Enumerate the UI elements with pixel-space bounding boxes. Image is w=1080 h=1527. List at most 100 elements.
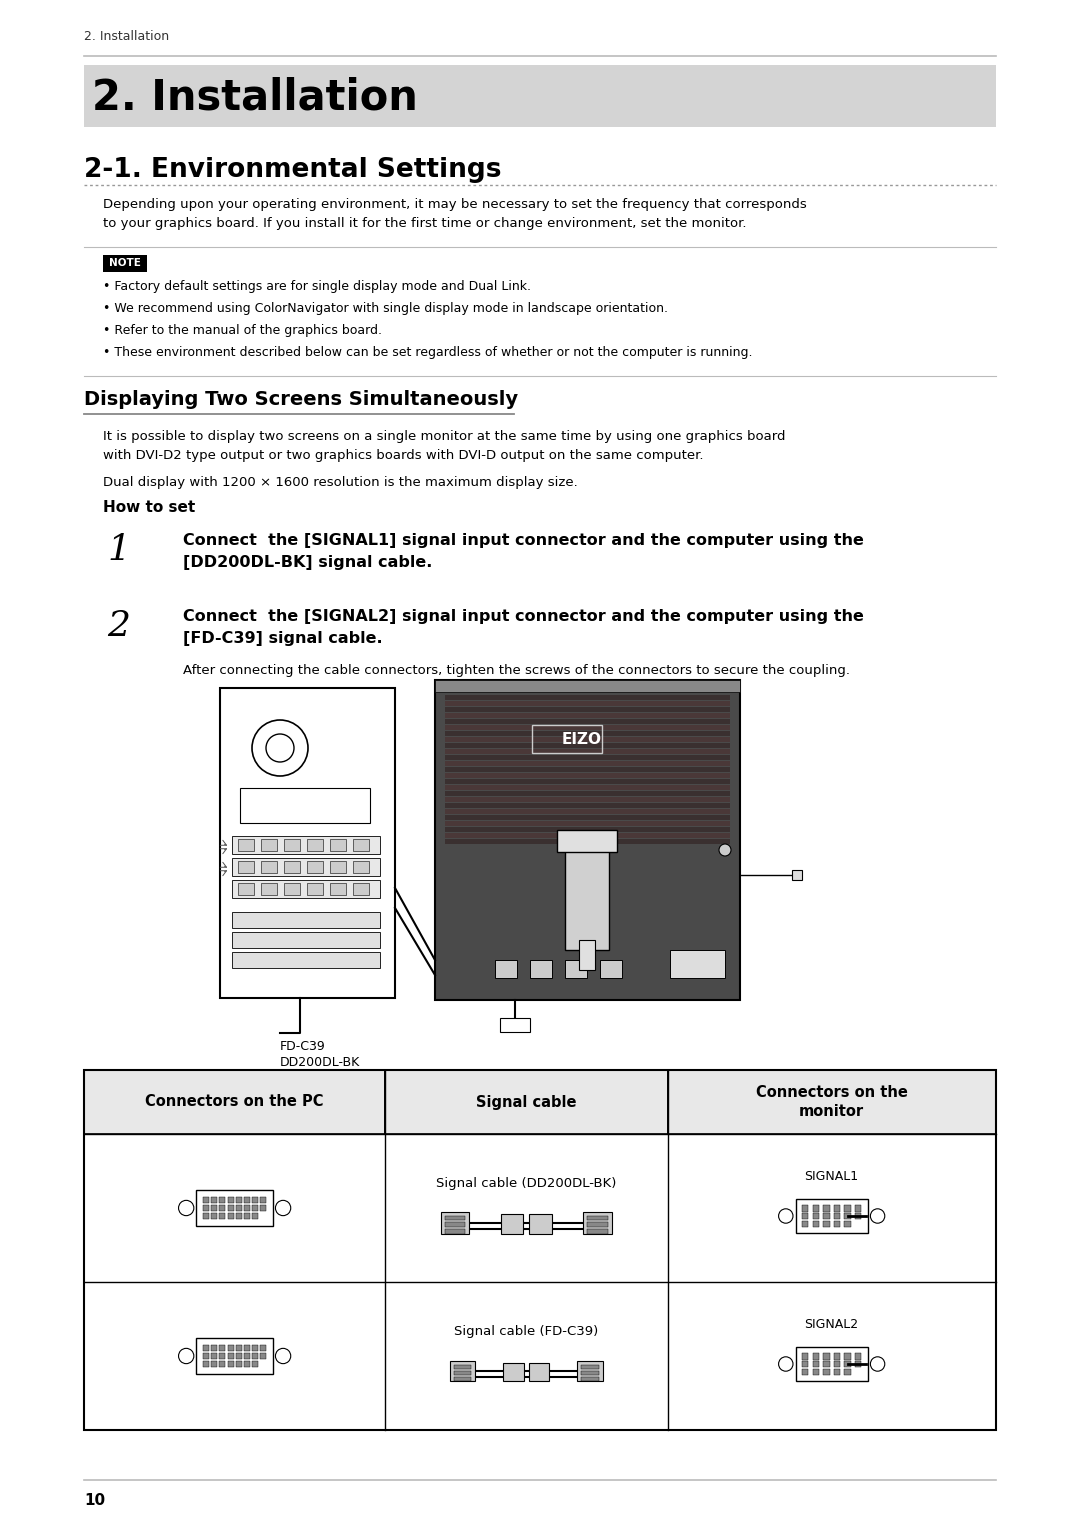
Bar <box>232 835 380 854</box>
Bar <box>252 1361 258 1367</box>
Circle shape <box>870 1209 885 1223</box>
Bar <box>445 719 730 724</box>
Bar <box>235 1197 242 1203</box>
Bar <box>219 1353 226 1359</box>
Bar <box>445 725 730 730</box>
Bar <box>834 1220 840 1226</box>
Bar <box>495 960 517 977</box>
Text: • These environment described below can be set regardless of whether or not the : • These environment described below can … <box>103 347 752 359</box>
Bar <box>834 1353 840 1359</box>
Text: DD200DL-BK: DD200DL-BK <box>280 1057 361 1069</box>
Bar <box>823 1353 829 1359</box>
Bar <box>845 1205 851 1211</box>
Text: 2-1. Environmental Settings: 2-1. Environmental Settings <box>84 157 502 183</box>
Bar <box>232 858 380 876</box>
Bar <box>203 1205 210 1211</box>
Bar <box>260 1353 266 1359</box>
Bar <box>802 1212 808 1219</box>
Circle shape <box>779 1209 793 1223</box>
Bar <box>812 1361 819 1367</box>
Bar <box>219 1361 226 1367</box>
Bar <box>581 1365 598 1370</box>
Bar <box>445 750 730 754</box>
Bar <box>445 695 730 699</box>
Bar <box>530 960 552 977</box>
Bar <box>252 1353 258 1359</box>
Bar <box>445 809 730 814</box>
Bar <box>244 1205 249 1211</box>
Bar <box>284 838 300 851</box>
Text: Signal cable (FD-C39): Signal cable (FD-C39) <box>455 1324 598 1338</box>
Bar <box>260 1345 266 1351</box>
Text: 2: 2 <box>108 609 131 643</box>
Bar <box>565 960 588 977</box>
Bar <box>445 744 730 748</box>
Bar <box>855 1205 862 1211</box>
Bar <box>353 838 369 851</box>
Text: Signal cable (DD200DL-BK): Signal cable (DD200DL-BK) <box>436 1176 617 1190</box>
Bar <box>445 791 730 796</box>
Bar <box>212 1205 217 1211</box>
Bar <box>203 1197 210 1203</box>
Text: Connect  the [SIGNAL2] signal input connector and the computer using the
[FD-C39: Connect the [SIGNAL2] signal input conne… <box>183 609 864 646</box>
Bar <box>228 1212 233 1219</box>
Text: Connect  the [SIGNAL1] signal input connector and the computer using the
[DD200D: Connect the [SIGNAL1] signal input conne… <box>183 533 864 570</box>
Bar <box>445 713 730 718</box>
Bar <box>579 941 595 970</box>
Bar <box>261 883 276 895</box>
Bar <box>845 1361 851 1367</box>
Bar <box>212 1197 217 1203</box>
Bar <box>450 1361 475 1382</box>
Bar <box>812 1205 819 1211</box>
Bar <box>583 1211 612 1234</box>
Bar <box>529 1214 552 1234</box>
Bar <box>84 66 996 127</box>
Bar <box>802 1205 808 1211</box>
Bar <box>235 1361 242 1367</box>
Bar <box>796 1347 867 1380</box>
Text: 10: 10 <box>84 1493 106 1509</box>
Bar <box>834 1361 840 1367</box>
Text: EIZO: EIZO <box>562 733 602 748</box>
Bar <box>232 931 380 948</box>
Text: SIGNAL1: SIGNAL1 <box>805 1170 859 1182</box>
Bar <box>260 1205 266 1211</box>
Bar <box>261 861 276 873</box>
Circle shape <box>275 1200 291 1215</box>
Bar <box>235 1345 242 1351</box>
Bar <box>252 1345 258 1351</box>
Bar <box>445 797 730 802</box>
Bar <box>232 912 380 928</box>
Bar <box>812 1353 819 1359</box>
Bar <box>445 701 730 705</box>
Text: It is possible to display two screens on a single monitor at the same time by us: It is possible to display two screens on… <box>103 431 785 461</box>
Bar <box>823 1220 829 1226</box>
Bar <box>802 1220 808 1226</box>
Bar <box>238 838 254 851</box>
Bar <box>578 1361 603 1382</box>
Bar <box>203 1361 210 1367</box>
Bar <box>667 1070 996 1135</box>
Bar <box>823 1368 829 1374</box>
Circle shape <box>266 734 294 762</box>
Bar <box>845 1368 851 1374</box>
Bar <box>834 1368 840 1374</box>
Bar <box>103 255 147 272</box>
Bar <box>330 883 346 895</box>
Bar <box>307 883 323 895</box>
Text: Depending upon your operating environment, it may be necessary to set the freque: Depending upon your operating environmen… <box>103 199 807 229</box>
Text: Connectors on the PC: Connectors on the PC <box>146 1095 324 1110</box>
Bar <box>252 1212 258 1219</box>
Bar <box>244 1361 249 1367</box>
Bar <box>232 951 380 968</box>
Bar <box>284 883 300 895</box>
Bar <box>445 754 730 760</box>
Bar <box>212 1345 217 1351</box>
Bar <box>240 788 370 823</box>
Bar <box>445 773 730 777</box>
Text: SIGNAL2: SIGNAL2 <box>805 1318 859 1330</box>
Text: 2. Installation: 2. Installation <box>92 76 418 118</box>
Bar <box>212 1361 217 1367</box>
Bar <box>235 1212 242 1219</box>
Bar <box>454 1377 471 1380</box>
